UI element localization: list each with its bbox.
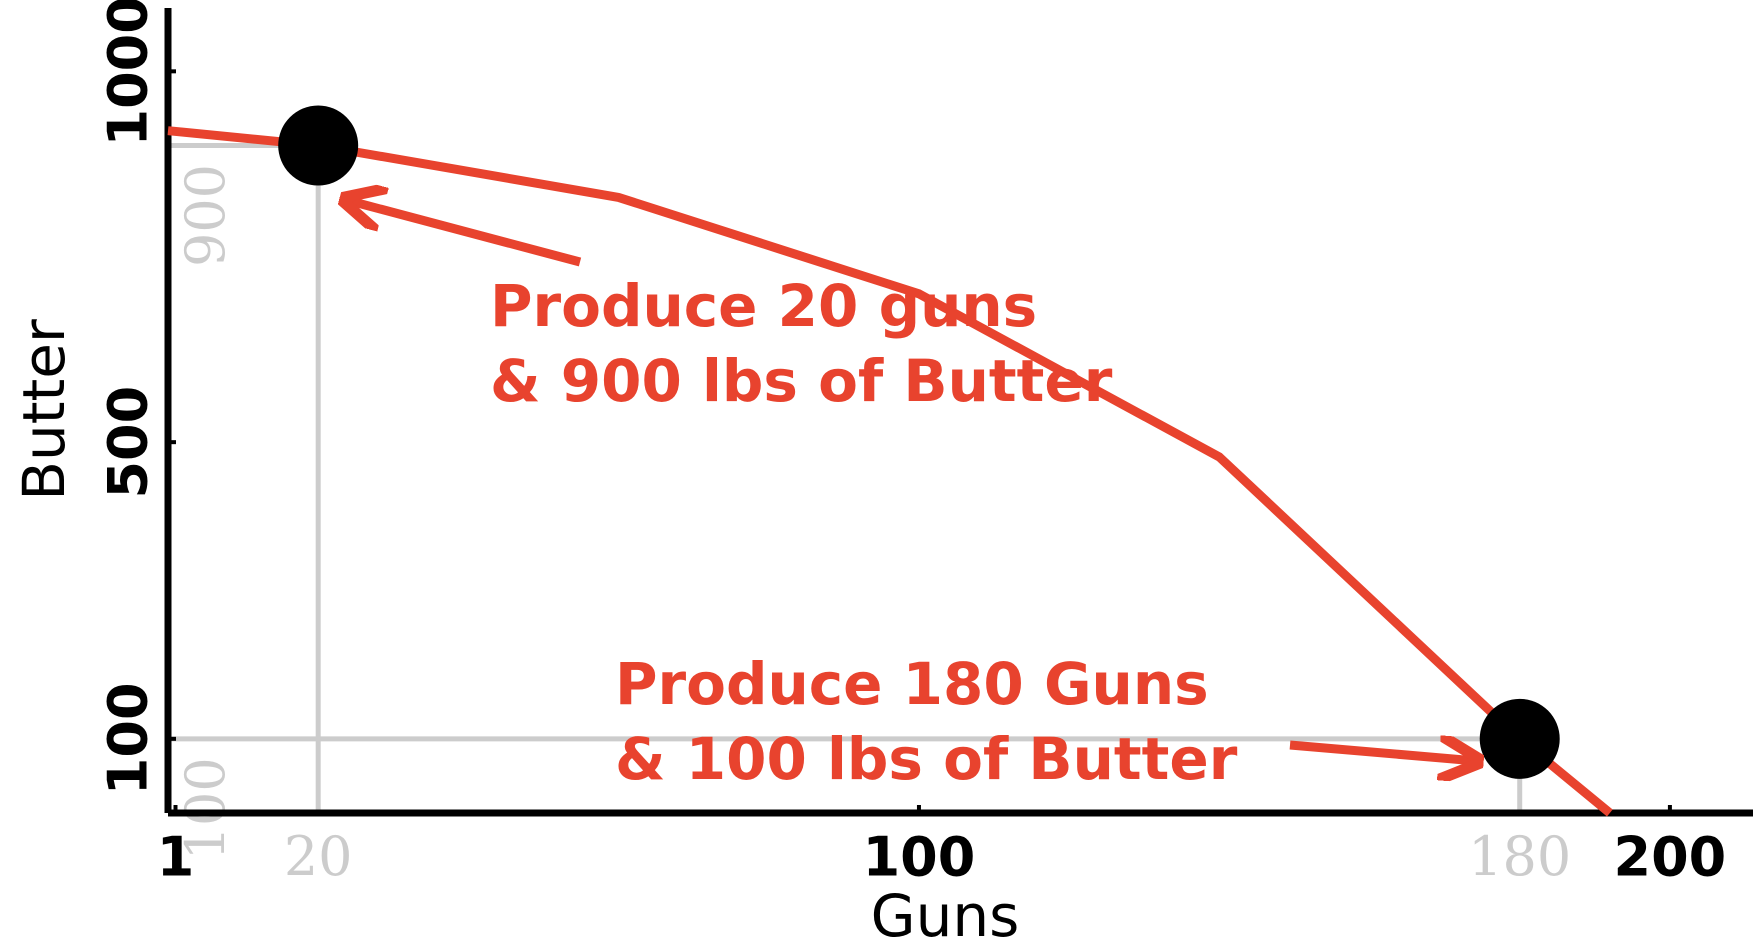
x-tick-label: 200 [1614,826,1727,889]
annotation: & 100 lbs of Butter [615,725,1238,793]
annotation: Produce 180 Guns [615,650,1209,718]
guide-y-label: 100 [174,757,237,860]
point [278,105,359,186]
y-axis-label: Butter [10,319,78,501]
annotation: & 900 lbs of Butter [490,347,1113,415]
x-tick-label: 1 [157,826,195,889]
point [1479,698,1560,779]
arrow [348,201,582,267]
y-tick-label: 100 [97,682,160,795]
arrow [1289,745,1475,761]
guide-y-label: 900 [174,164,237,267]
x-axis-label: Guns [871,882,1020,948]
y-tick-label: 500 [97,386,160,499]
guide-x-label: 20 [284,825,353,888]
annotation: Produce 20 guns [490,272,1037,340]
y-tick-label: 1000 [97,0,160,146]
guide-x-label: 180 [1468,825,1571,888]
x-tick-label: 100 [863,826,976,889]
